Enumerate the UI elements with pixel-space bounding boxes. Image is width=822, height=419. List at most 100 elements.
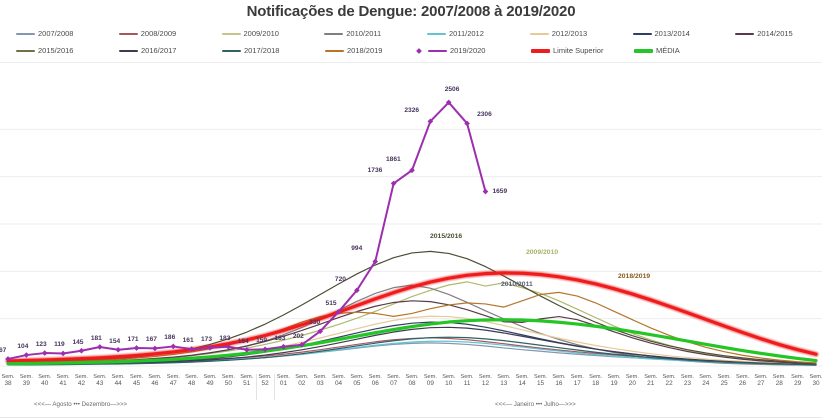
legend-item-2008-2009[interactable]: 2008/2009 xyxy=(103,26,206,42)
x-axis-tick: Sem. 52 xyxy=(256,374,275,388)
x-tick-prefix: Sem. xyxy=(809,374,822,380)
x-tick-week: 41 xyxy=(59,380,67,388)
legend-item-2007-2008[interactable]: 2007/2008 xyxy=(0,26,103,42)
x-axis-tick: Sem. 48 xyxy=(182,374,201,388)
x-axis-tick: Sem. 42 xyxy=(72,374,91,388)
legend-item-m-dia[interactable]: MÉDIA xyxy=(618,43,721,59)
legend-label: 2010/2011 xyxy=(346,29,382,39)
x-axis-tick: Sem. 01 xyxy=(274,374,293,388)
x-tick-prefix: Sem. xyxy=(111,374,125,380)
x-tick-week: 06 xyxy=(371,380,379,388)
x-tick-prefix: Sem. xyxy=(1,374,15,380)
x-axis: Sem. 38 Sem. 39 Sem. 40 Sem. 41 Sem. 42 Sem. 43 Sem.… xyxy=(0,374,822,400)
legend-swatch-icon xyxy=(427,32,446,36)
legend-item-2017-2018[interactable]: 2017/2018 xyxy=(206,43,309,59)
legend-item-limite-superior[interactable]: Limite Superior xyxy=(515,43,618,59)
x-axis-tick: Sem. 30 xyxy=(807,374,822,388)
legend-item-2015-2016[interactable]: 2015/2016 xyxy=(0,43,103,59)
bottom-divider xyxy=(0,417,822,418)
x-tick-week: 11 xyxy=(463,380,471,388)
data-label: 515 xyxy=(325,299,337,307)
data-point-marker xyxy=(207,344,213,351)
x-axis-tick: Sem. 11 xyxy=(458,374,477,388)
legend-swatch-icon xyxy=(531,49,550,53)
x-tick-week: 40 xyxy=(41,380,49,388)
data-point-marker xyxy=(133,345,140,351)
x-tick-week: 09 xyxy=(426,380,434,388)
x-axis-tick: Sem. 43 xyxy=(90,374,109,388)
x-tick-prefix: Sem. xyxy=(754,374,768,380)
data-label: 119 xyxy=(54,341,65,349)
data-point-marker xyxy=(280,343,287,350)
series-line-2017-2018 xyxy=(7,336,817,366)
data-point-marker xyxy=(445,99,452,106)
x-axis-tick: Sem. 18 xyxy=(586,374,605,388)
data-point-marker xyxy=(335,309,342,315)
x-axis-tick: Sem. 05 xyxy=(347,374,366,388)
data-point-marker xyxy=(482,188,489,195)
legend-item-2010-2011[interactable]: 2010/2011 xyxy=(308,26,411,42)
x-axis-tick: Sem. 15 xyxy=(531,374,550,388)
legend-swatch-icon xyxy=(16,49,35,53)
legend-item-2011-2012[interactable]: 2011/2012 xyxy=(411,26,514,42)
x-axis-separator xyxy=(255,374,257,400)
x-axis-tick: Sem. 17 xyxy=(568,374,587,388)
legend-item-2009-2010[interactable]: 2009/2010 xyxy=(206,26,309,42)
x-tick-week: 08 xyxy=(408,380,416,388)
x-tick-prefix: Sem. xyxy=(93,374,107,380)
legend-item-2016-2017[interactable]: 2016/2017 xyxy=(103,43,206,59)
legend-item-2014-2015[interactable]: 2014/2015 xyxy=(719,26,822,42)
data-point-marker xyxy=(298,341,305,348)
inline-series-label: 2018/2019 xyxy=(618,273,651,280)
x-tick-prefix: Sem. xyxy=(368,374,382,380)
data-label: 186 xyxy=(164,334,176,342)
x-axis-tick: Sem. 07 xyxy=(384,374,403,388)
x-tick-week: 22 xyxy=(665,380,673,388)
x-axis-tick: Sem. 29 xyxy=(788,374,807,388)
data-label: 161 xyxy=(182,337,194,345)
period-label-right: <<<— Janeiro ••• Julho—>>> xyxy=(495,401,576,408)
x-tick-week: 20 xyxy=(628,380,636,388)
legend-item-2019-2020[interactable]: 2019/2020 xyxy=(412,43,515,59)
chart-canvas xyxy=(0,99,822,367)
x-axis-tick: Sem. 22 xyxy=(660,374,679,388)
legend-swatch-icon xyxy=(529,32,549,36)
data-point-marker xyxy=(317,328,324,335)
x-tick-week: 27 xyxy=(757,380,765,388)
x-tick-week: 42 xyxy=(77,380,85,388)
data-point-marker xyxy=(354,287,360,294)
x-axis-tick: Sem. 08 xyxy=(403,374,422,388)
x-tick-prefix: Sem. xyxy=(497,374,511,380)
x-tick-week: 44 xyxy=(114,380,122,388)
legend-label: 2014/2015 xyxy=(757,29,793,39)
legend-item-2018-2019[interactable]: 2018/2019 xyxy=(309,43,412,59)
x-tick-prefix: Sem. xyxy=(313,374,327,380)
x-axis-tick: Sem. 02 xyxy=(292,374,311,388)
x-axis-tick: Sem. 51 xyxy=(237,374,256,388)
data-point-marker xyxy=(23,352,30,358)
data-label: 183 xyxy=(274,334,286,342)
x-axis-tick: Sem. 46 xyxy=(145,374,164,388)
data-label: 167 xyxy=(145,336,157,344)
x-tick-prefix: Sem. xyxy=(203,374,217,380)
series-line-2016-2017 xyxy=(7,326,817,366)
x-tick-week: 01 xyxy=(279,380,287,388)
data-label: 171 xyxy=(127,336,139,343)
x-tick-prefix: Sem. xyxy=(625,374,639,380)
x-tick-prefix: Sem. xyxy=(662,374,676,380)
x-tick-week: 25 xyxy=(720,380,728,388)
data-label: 1659 xyxy=(492,188,508,196)
x-tick-prefix: Sem. xyxy=(240,374,254,380)
x-tick-prefix: Sem. xyxy=(717,374,731,380)
x-axis-tick: Sem. 50 xyxy=(219,374,238,388)
legend-item-2012-2013[interactable]: 2012/2013 xyxy=(514,26,617,42)
x-tick-prefix: Sem. xyxy=(19,374,33,380)
legend-label: 2015/2016 xyxy=(38,46,74,56)
series-line-2015-2016 xyxy=(7,250,817,364)
legend-label: 2019/2020 xyxy=(450,46,486,56)
legend-item-2013-2014[interactable]: 2013/2014 xyxy=(617,26,720,42)
legend-swatch-icon xyxy=(735,32,755,36)
x-tick-week: 04 xyxy=(334,380,343,388)
legend-label: 2018/2019 xyxy=(347,46,383,56)
data-label: 104 xyxy=(17,343,29,351)
